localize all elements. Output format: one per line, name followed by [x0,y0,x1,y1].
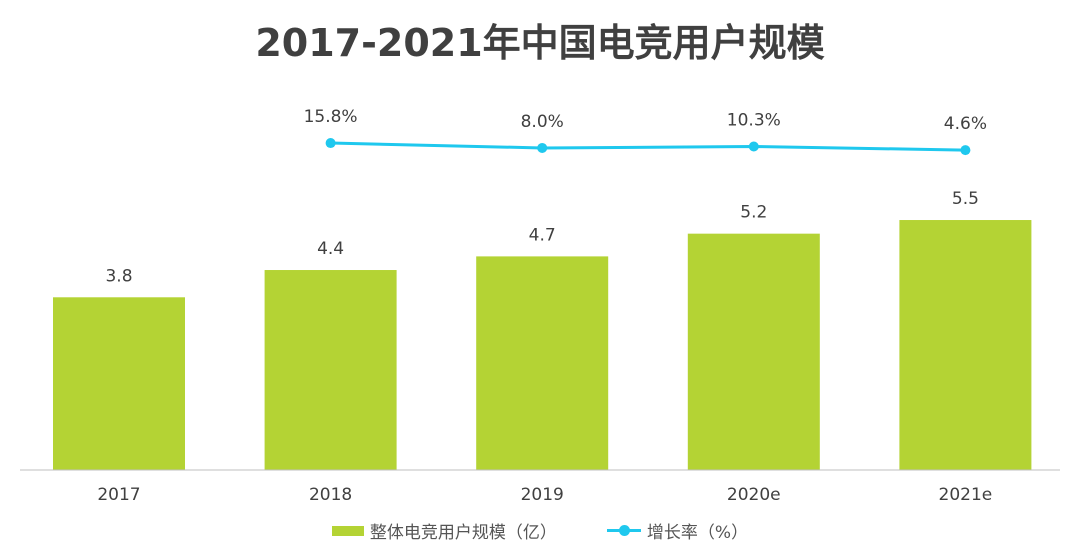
bar [264,270,397,470]
bar [687,233,820,470]
legend: 整体电竞用户规模（亿） 增长率（%） [0,518,1080,543]
bar [476,256,609,470]
bar [53,297,185,470]
x-tick-label: 2017 [97,485,140,505]
bar-data-label: 3.8 [105,266,132,286]
x-tick-label: 2018 [309,485,352,505]
line-data-label: 15.8% [304,107,358,127]
bar-data-label: 4.7 [529,225,556,245]
line-series [330,141,966,152]
line-point [748,141,759,152]
legend-item-bar[interactable]: 整体电竞用户规模（亿） [331,518,557,543]
legend-item-line[interactable]: 增长率（%） [606,518,749,543]
x-tick-label: 2019 [521,485,564,505]
bar [899,220,1032,470]
line-point [537,142,548,153]
x-tick-label: 2020e [727,485,781,505]
legend-swatch-bar [331,525,364,536]
bar-data-label: 5.2 [740,203,767,223]
line-data-label: 10.3% [727,111,781,131]
x-tick-label: 2021e [939,485,993,505]
legend-swatch-line [606,525,641,536]
line-data-label: 4.6% [944,114,987,134]
line-data-label: 8.0% [521,112,564,132]
legend-label: 增长率（%） [646,523,749,543]
legend-label: 整体电竞用户规模（亿） [369,523,557,543]
line-point [960,145,971,156]
chart-title: 2017-2021年中国电竞用户规模 [255,21,825,65]
bar-data-label: 5.5 [952,189,979,209]
bar-data-label: 4.4 [317,239,344,259]
line-point [325,138,336,149]
